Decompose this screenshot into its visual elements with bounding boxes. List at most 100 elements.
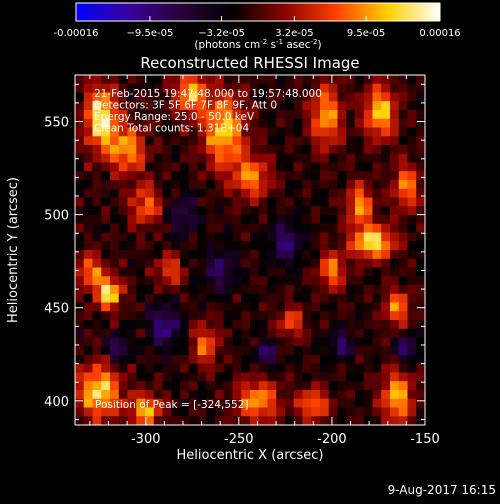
heatmap-cell [188,311,198,321]
heatmap-cell [328,153,338,163]
heatmap-cell [145,206,155,216]
heatmap-cell [197,188,207,198]
heatmap-cell [372,92,382,102]
heatmap-cell [215,250,225,260]
heatmap-cell [83,136,93,146]
heatmap-cell [250,390,260,400]
heatmap-cell [127,372,137,382]
heatmap-cell [407,311,417,321]
heatmap-cell [136,390,146,400]
heatmap-cell [223,162,233,172]
heatmap-cell [83,390,93,400]
heatmap-cell [398,267,408,277]
heatmap-cell [346,188,356,198]
heatmap-cell [232,416,242,425]
heatmap-cell [153,215,163,225]
heatmap-cell [171,328,181,338]
heatmap-cell [171,416,181,425]
heatmap-cell [390,258,400,268]
heatmap-cell [101,162,111,172]
heatmap-cell [390,136,400,146]
heatmap-cell [267,293,277,303]
heatmap-cell [118,118,128,128]
heatmap-cell [381,320,391,330]
heatmap-cell [136,188,146,198]
heatmap-cell [101,127,111,137]
heatmap-cell [372,101,382,111]
heatmap-cell [215,145,225,155]
heatmap-cell [162,293,172,303]
heatmap-cell [110,398,120,408]
annotation-line: 21-Feb-2015 19:47:48.000 to 19:57:48.000 [94,88,322,100]
heatmap-cell [363,390,373,400]
heatmap-cell [180,232,190,242]
heatmap-cell [75,92,85,102]
heatmap-cell [241,197,251,207]
heatmap-cell [118,180,128,190]
heatmap-cell [75,328,85,338]
heatmap-cell [276,346,286,356]
heatmap-cell [153,171,163,181]
heatmap-cell [302,83,312,93]
heatmap-cell [276,83,286,93]
heatmap-cell [258,241,268,251]
heatmap-cell [363,258,373,268]
heatmap-cell [171,258,181,268]
heatmap-cell [390,416,400,425]
heatmap-cell [188,355,198,365]
heatmap-cell [293,241,303,251]
heatmap-cell [346,118,356,128]
heatmap-cell [110,188,120,198]
heatmap-cell [407,398,417,408]
heatmap-cell [127,136,137,146]
heatmap-cell [293,398,303,408]
heatmap-cell [171,407,181,417]
heatmap-cell [320,215,330,225]
heatmap-cell [241,390,251,400]
heatmap-cell [302,232,312,242]
heatmap-cell [355,337,365,347]
heatmap-cell [136,110,146,120]
heatmap-cell [118,110,128,120]
heatmap-cell [241,250,251,260]
heatmap-cell [223,267,233,277]
heatmap-cell [416,302,425,312]
heatmap-cell [398,398,408,408]
heatmap-cell [145,153,155,163]
heatmap-cell [416,92,425,102]
heatmap-cell [241,276,251,286]
heatmap-cell [302,337,312,347]
heatmap-cell [153,153,163,163]
heatmap-cell [180,267,190,277]
heatmap-cell [381,241,391,251]
heatmap-cell [311,197,321,207]
heatmap-cell [197,153,207,163]
heatmap-cell [197,145,207,155]
heatmap-cell [407,355,417,365]
heatmap-cell [258,337,268,347]
heatmap-cell [136,363,146,373]
heatmap-cell [180,241,190,251]
heatmap-cell [92,180,102,190]
heatmap-cell [162,276,172,286]
colorbar-tick-label: 0.00016 [419,28,460,39]
heatmap-cell [180,302,190,312]
heatmap-cell [180,398,190,408]
heatmap-cell [346,92,356,102]
heatmap-cell [372,127,382,137]
heatmap-cell [337,416,347,425]
y-tick-label: 550 [44,116,69,131]
heatmap-cell [232,188,242,198]
heatmap-cell [381,83,391,93]
heatmap-cell [197,162,207,172]
heatmap-cell [188,83,198,93]
heatmap-cell [311,180,321,190]
heatmap-cell [355,381,365,391]
heatmap-cell [180,162,190,172]
heatmap-cell [407,250,417,260]
heatmap-cell [101,390,111,400]
heatmap-cell [276,153,286,163]
heatmap-cell [346,267,356,277]
heatmap-cell [250,206,260,216]
